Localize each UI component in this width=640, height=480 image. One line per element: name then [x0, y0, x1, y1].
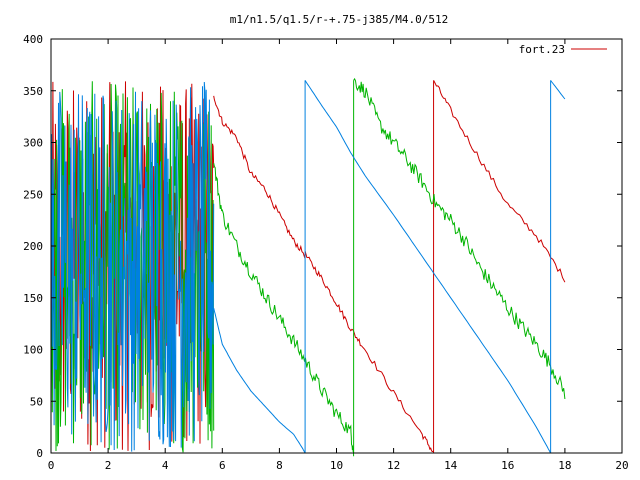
series-0-trend-line [213, 80, 566, 453]
y-tick-label: 50 [30, 395, 43, 408]
x-tick-label: 2 [105, 459, 112, 472]
x-tick-label: 4 [162, 459, 169, 472]
y-tick-label: 250 [23, 188, 43, 201]
y-tick-label: 200 [23, 240, 43, 253]
y-tick-label: 0 [36, 447, 43, 460]
series-2-trend-line [213, 80, 566, 454]
chart-title: m1/n1.5/q1.5/r-+.75-j385/M4.0/512 [230, 13, 449, 26]
x-tick-label: 6 [219, 459, 226, 472]
y-tick-label: 350 [23, 85, 43, 98]
legend-label: fort.23 [519, 43, 565, 56]
series-1-trend-line [213, 77, 566, 457]
y-tick-label: 100 [23, 344, 43, 357]
legend: fort.23 [519, 43, 607, 56]
series-layer [50, 77, 566, 457]
x-tick-label: 20 [615, 459, 628, 472]
x-tick-label: 16 [501, 459, 514, 472]
x-tick-label: 8 [276, 459, 283, 472]
y-tick-label: 300 [23, 137, 43, 150]
y-tick-label: 150 [23, 292, 43, 305]
x-tick-label: 12 [387, 459, 400, 472]
y-tick-label: 400 [23, 33, 43, 46]
x-tick-label: 10 [330, 459, 343, 472]
axes-layer: 0 2 4 6 8 10 12 14 16 18 2005010015020025030035040… [23, 33, 629, 472]
x-tick-label: 14 [444, 459, 458, 472]
x-tick-label: 18 [558, 459, 571, 472]
series-2-chaotic-line [50, 81, 215, 452]
x-tick-label: 0 [48, 459, 55, 472]
series-2 [50, 80, 566, 454]
